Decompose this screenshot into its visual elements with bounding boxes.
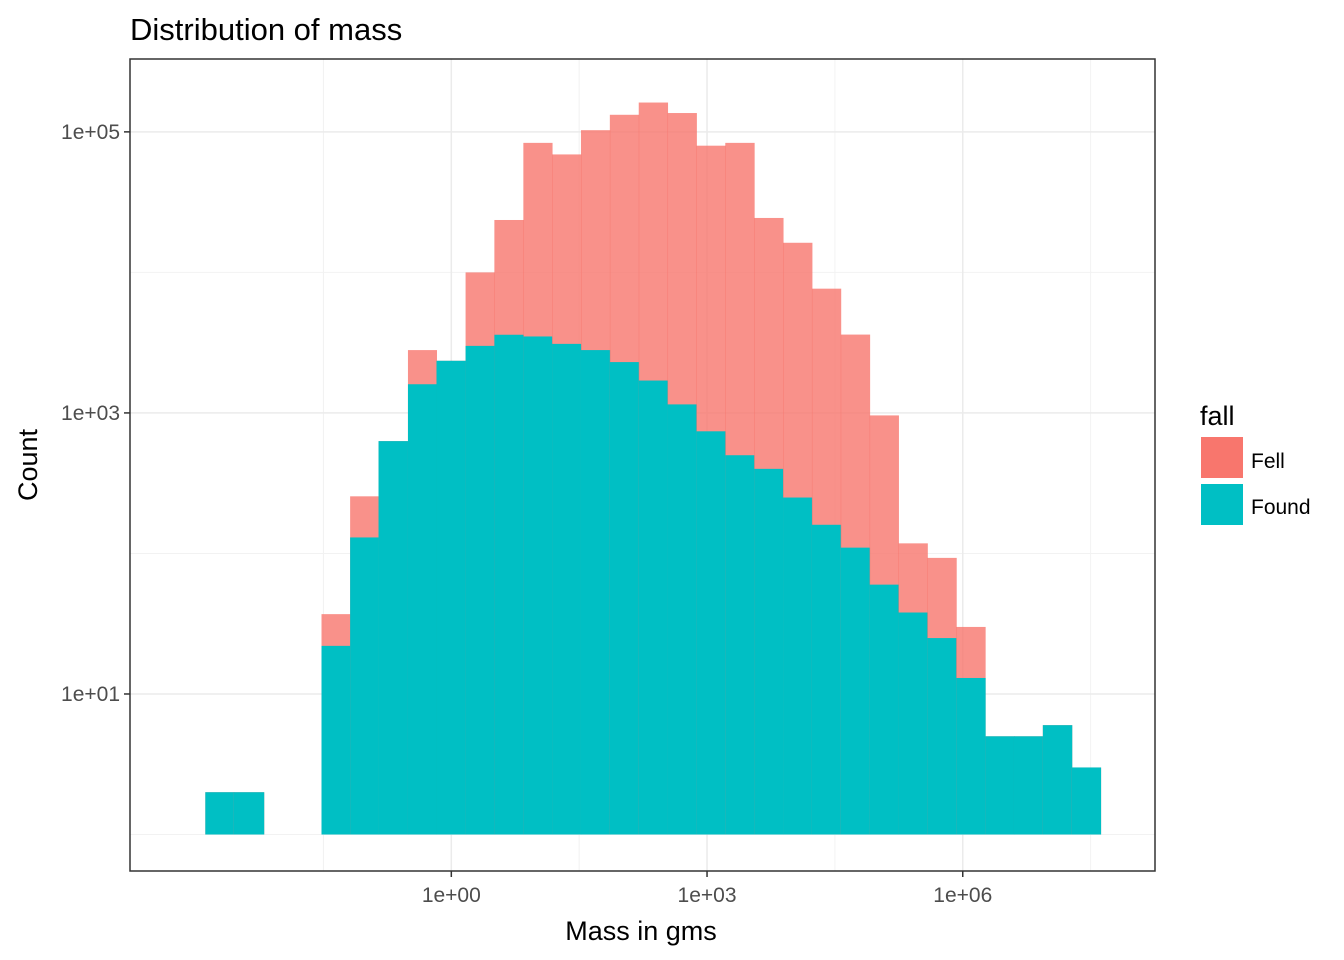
legend-label-fell: Fell — [1251, 450, 1285, 473]
bar-found — [378, 441, 409, 835]
bar-found — [696, 431, 726, 835]
legend-key-found — [1201, 484, 1243, 525]
bar-found — [898, 612, 928, 835]
bar-found — [1042, 725, 1073, 835]
bar-found — [1013, 736, 1044, 835]
bar-found — [927, 638, 957, 835]
y-tick-label: 1e+01 — [61, 683, 120, 706]
legend: fall Fell Found — [1200, 401, 1311, 525]
legend-key-fell — [1201, 437, 1243, 478]
bar-found — [956, 677, 986, 835]
bar-found — [638, 380, 669, 835]
bar-found — [552, 343, 582, 835]
bar-found — [350, 537, 380, 835]
y-tick-label: 1e+03 — [61, 402, 120, 425]
x-tick-label: 1e+00 — [422, 884, 481, 907]
bar-found — [811, 524, 842, 835]
histogram-bars — [205, 102, 1102, 835]
panel-border — [129, 58, 1156, 872]
bar-found — [233, 792, 265, 835]
bar-found — [667, 404, 697, 835]
bar-found — [407, 384, 437, 835]
bar-found — [321, 645, 351, 835]
bar-found — [840, 547, 871, 835]
bar-found — [869, 584, 899, 835]
bar-found — [754, 468, 784, 835]
bar-found — [783, 497, 813, 835]
bar-found — [609, 362, 640, 835]
x-axis-title: Mass in gms — [565, 916, 717, 946]
bar-found — [1071, 767, 1102, 835]
bar-found — [436, 360, 467, 835]
y-tick-label: 1e+05 — [61, 121, 120, 144]
legend-title: fall — [1200, 401, 1235, 431]
axis-ticks: 1e+00 1e+03 1e+06 1e+01 1e+03 1e+05 — [61, 121, 992, 907]
x-tick-label: 1e+06 — [933, 884, 992, 907]
bar-found — [725, 455, 755, 835]
legend-label-found: Found — [1251, 496, 1311, 519]
bar-found — [494, 334, 524, 835]
chart-title: Distribution of mass — [130, 12, 402, 47]
bar-found — [465, 345, 495, 835]
bar-found — [523, 336, 553, 835]
bar-found — [985, 736, 1015, 835]
bar-found — [580, 350, 611, 835]
x-tick-label: 1e+03 — [678, 884, 737, 907]
y-axis-title: Count — [13, 428, 43, 501]
bar-found — [205, 792, 235, 835]
